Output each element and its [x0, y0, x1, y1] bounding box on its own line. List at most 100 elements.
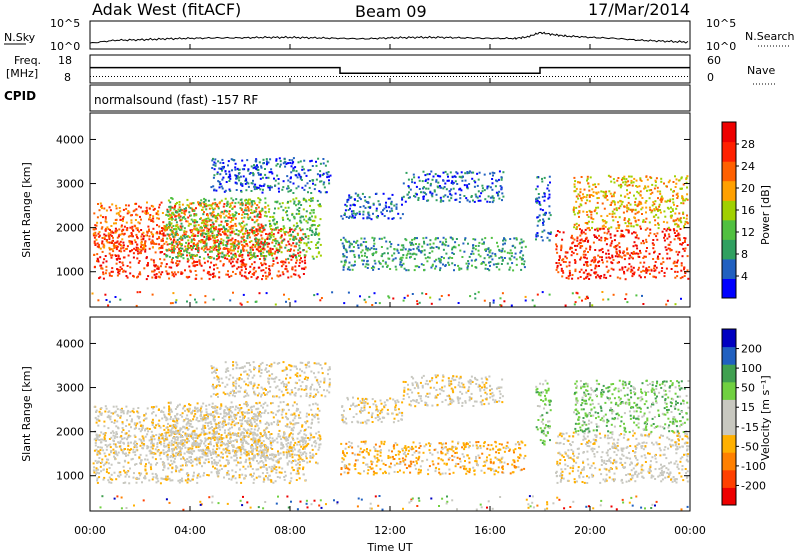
scatter-cell — [204, 226, 206, 229]
scatter-cell — [187, 259, 190, 262]
scatter-cell — [676, 217, 679, 220]
scatter-cell — [319, 203, 321, 206]
scatter-cell — [318, 238, 321, 241]
scatter-cell — [571, 277, 574, 280]
scatter-cell — [293, 448, 296, 451]
scatter-cell — [284, 165, 287, 168]
scatter-cell — [390, 243, 393, 245]
scatter-cell — [451, 248, 454, 251]
freq-line — [90, 66, 690, 74]
scatter-cell — [162, 232, 165, 235]
scatter-cell — [679, 277, 682, 280]
speckle-cell — [510, 304, 513, 307]
scatter-cell — [366, 259, 369, 262]
scatter-cell — [181, 480, 184, 483]
scatter-cell — [231, 227, 234, 230]
scatter-cell — [148, 218, 150, 221]
scatter-cell — [189, 207, 192, 210]
scatter-cell — [257, 169, 260, 171]
scatter-cell — [317, 252, 320, 255]
scatter-cell — [159, 232, 162, 235]
scatter-cell — [555, 268, 558, 271]
speckle-cell — [421, 292, 424, 295]
scatter-cell — [651, 183, 654, 186]
scatter-cell — [95, 473, 97, 476]
scatter-cell — [661, 267, 664, 270]
scatter-cell — [111, 478, 114, 481]
scatter-cell — [291, 466, 294, 469]
scatter-cell — [660, 200, 663, 203]
scatter-cell — [592, 241, 595, 244]
scatter-cell — [213, 198, 216, 201]
scatter-cell — [183, 233, 186, 236]
scatter-cell — [496, 241, 498, 244]
scatter-cell — [414, 265, 417, 268]
scatter-cell — [641, 206, 644, 209]
scatter-cell — [664, 215, 667, 218]
scatter-cell — [375, 192, 378, 195]
scatter-cell — [360, 251, 363, 254]
scatter-cell — [226, 257, 229, 260]
scatter-cell — [596, 274, 599, 277]
scatter-cell — [280, 438, 283, 441]
scatter-cell — [235, 464, 238, 467]
scatter-cell — [652, 201, 655, 204]
scatter-cell — [248, 233, 251, 236]
scatter-cell — [451, 251, 454, 254]
scatter-cell — [272, 260, 275, 262]
scatter-cell — [536, 232, 539, 235]
scatter-cell — [160, 273, 162, 276]
scatter-cell — [230, 197, 233, 200]
scatter-cell — [639, 193, 642, 196]
scatter-cell — [683, 268, 685, 271]
scatter-cell — [611, 254, 614, 257]
scatter-cell — [602, 220, 605, 223]
scatter-cell — [265, 241, 268, 244]
scatter-cell — [438, 185, 441, 187]
scatter-cell — [626, 269, 629, 272]
scatter-cell — [225, 210, 227, 212]
scatter-cell — [194, 261, 197, 263]
scatter-cell — [659, 211, 662, 214]
scatter-cell — [307, 218, 310, 221]
scatter-cell — [422, 237, 425, 240]
scatter-cell — [251, 230, 254, 232]
scatter-cell — [243, 209, 246, 212]
scatter-cell — [253, 229, 256, 232]
scatter-cell — [255, 210, 258, 213]
scatter-cell — [537, 193, 540, 195]
scatter-cell — [214, 162, 217, 165]
scatter-cell — [506, 262, 509, 265]
scatter-cell — [250, 182, 253, 185]
scatter-cell — [615, 227, 618, 230]
scatter-cell — [260, 223, 263, 226]
scatter-cell — [244, 204, 247, 207]
scatter-cell — [148, 235, 151, 238]
scatter-cell — [166, 243, 169, 246]
scatter-cell — [262, 226, 265, 229]
scatter-cell — [585, 269, 587, 272]
scatter-cell — [225, 244, 228, 247]
scatter-cell — [417, 248, 420, 251]
scatter-cell — [271, 252, 274, 255]
scatter-cell — [625, 228, 628, 231]
scatter-cell — [357, 246, 360, 249]
scatter-cell — [595, 206, 598, 209]
scatter-cell — [433, 260, 436, 263]
scatter-cell — [138, 230, 141, 233]
scatter-cell — [225, 436, 228, 439]
scatter-cell — [211, 234, 214, 237]
scatter-cell — [145, 463, 147, 466]
scatter-cell — [217, 214, 219, 217]
scatter-cell — [617, 201, 620, 204]
scatter-cell — [298, 241, 301, 244]
scatter-cell — [436, 185, 439, 188]
scatter-cell — [372, 202, 375, 205]
scatter-cell — [122, 216, 125, 219]
scatter-cell — [421, 245, 424, 248]
scatter-cell — [683, 199, 686, 202]
scatter-cell — [387, 217, 390, 220]
scatter-cell — [354, 192, 357, 195]
scatter-cell — [121, 230, 123, 233]
speckle-cell — [97, 299, 100, 302]
